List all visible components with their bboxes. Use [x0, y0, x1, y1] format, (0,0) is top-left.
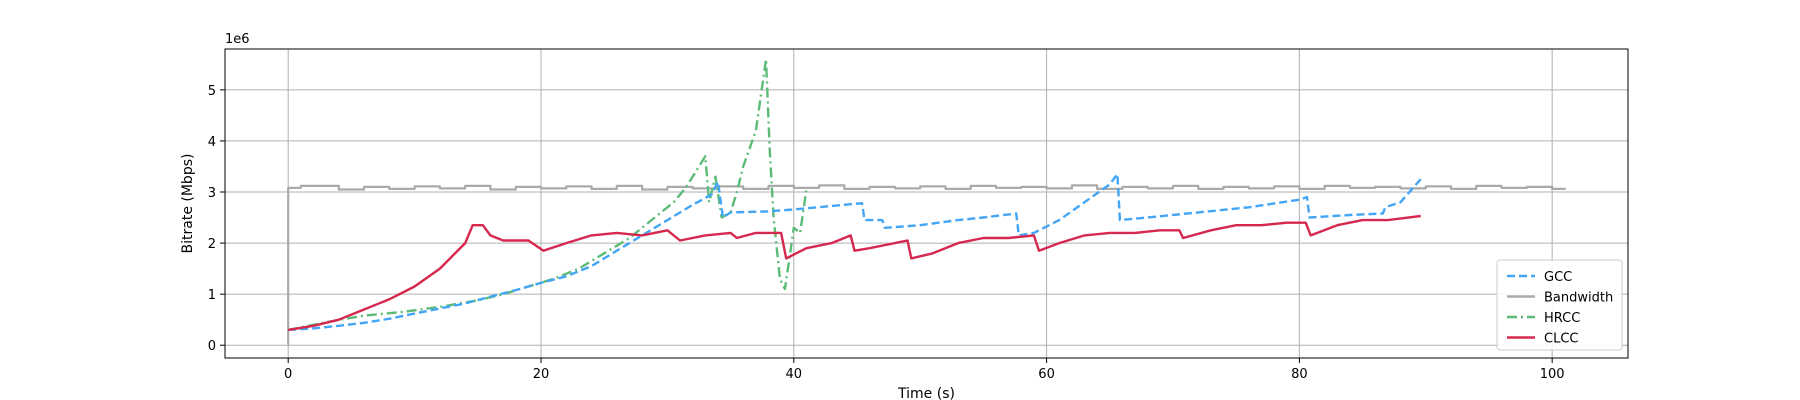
y-tick-label: 3 — [208, 186, 216, 201]
y-tick-label: 5 — [208, 84, 216, 99]
x-tick-label: 20 — [533, 367, 550, 382]
series-line-clcc — [288, 214, 1421, 332]
y-tick-label: 0 — [208, 339, 216, 354]
series-line-gcc — [288, 172, 1422, 332]
legend-label-clcc: CLCC — [1544, 332, 1578, 347]
series-layer — [287, 58, 1566, 346]
legend-label-hrcc: HRCC — [1544, 311, 1580, 326]
y-tick-label: 1 — [208, 288, 216, 303]
x-tick-label: 60 — [1038, 367, 1055, 382]
series-line-hrcc — [287, 58, 808, 332]
x-tick-label: 40 — [786, 367, 803, 382]
grid-layer — [225, 49, 1628, 358]
tick-layer: 0 20 40 60 80 100 0 1 2 3 4 5 — [208, 84, 1565, 382]
y-tick-label: 2 — [208, 237, 216, 252]
legend: GCC Bandwidth HRCC CLCC — [1496, 259, 1623, 351]
series-line-bandwidth — [287, 184, 1566, 346]
legend-box — [1496, 259, 1623, 351]
y-axis-label: Bitrate (Mbps) — [180, 154, 196, 254]
legend-label-gcc: GCC — [1544, 270, 1572, 285]
x-tick-label: 0 — [284, 367, 292, 382]
y-offset-text: 1e6 — [225, 32, 250, 47]
x-tick-label: 100 — [1540, 367, 1565, 382]
x-tick-label: 80 — [1291, 367, 1308, 382]
plot-frame — [224, 48, 1629, 359]
y-tick-label: 4 — [208, 135, 216, 150]
legend-label-bandwidth: Bandwidth — [1544, 291, 1613, 306]
x-axis-label: Time (s) — [897, 386, 955, 400]
